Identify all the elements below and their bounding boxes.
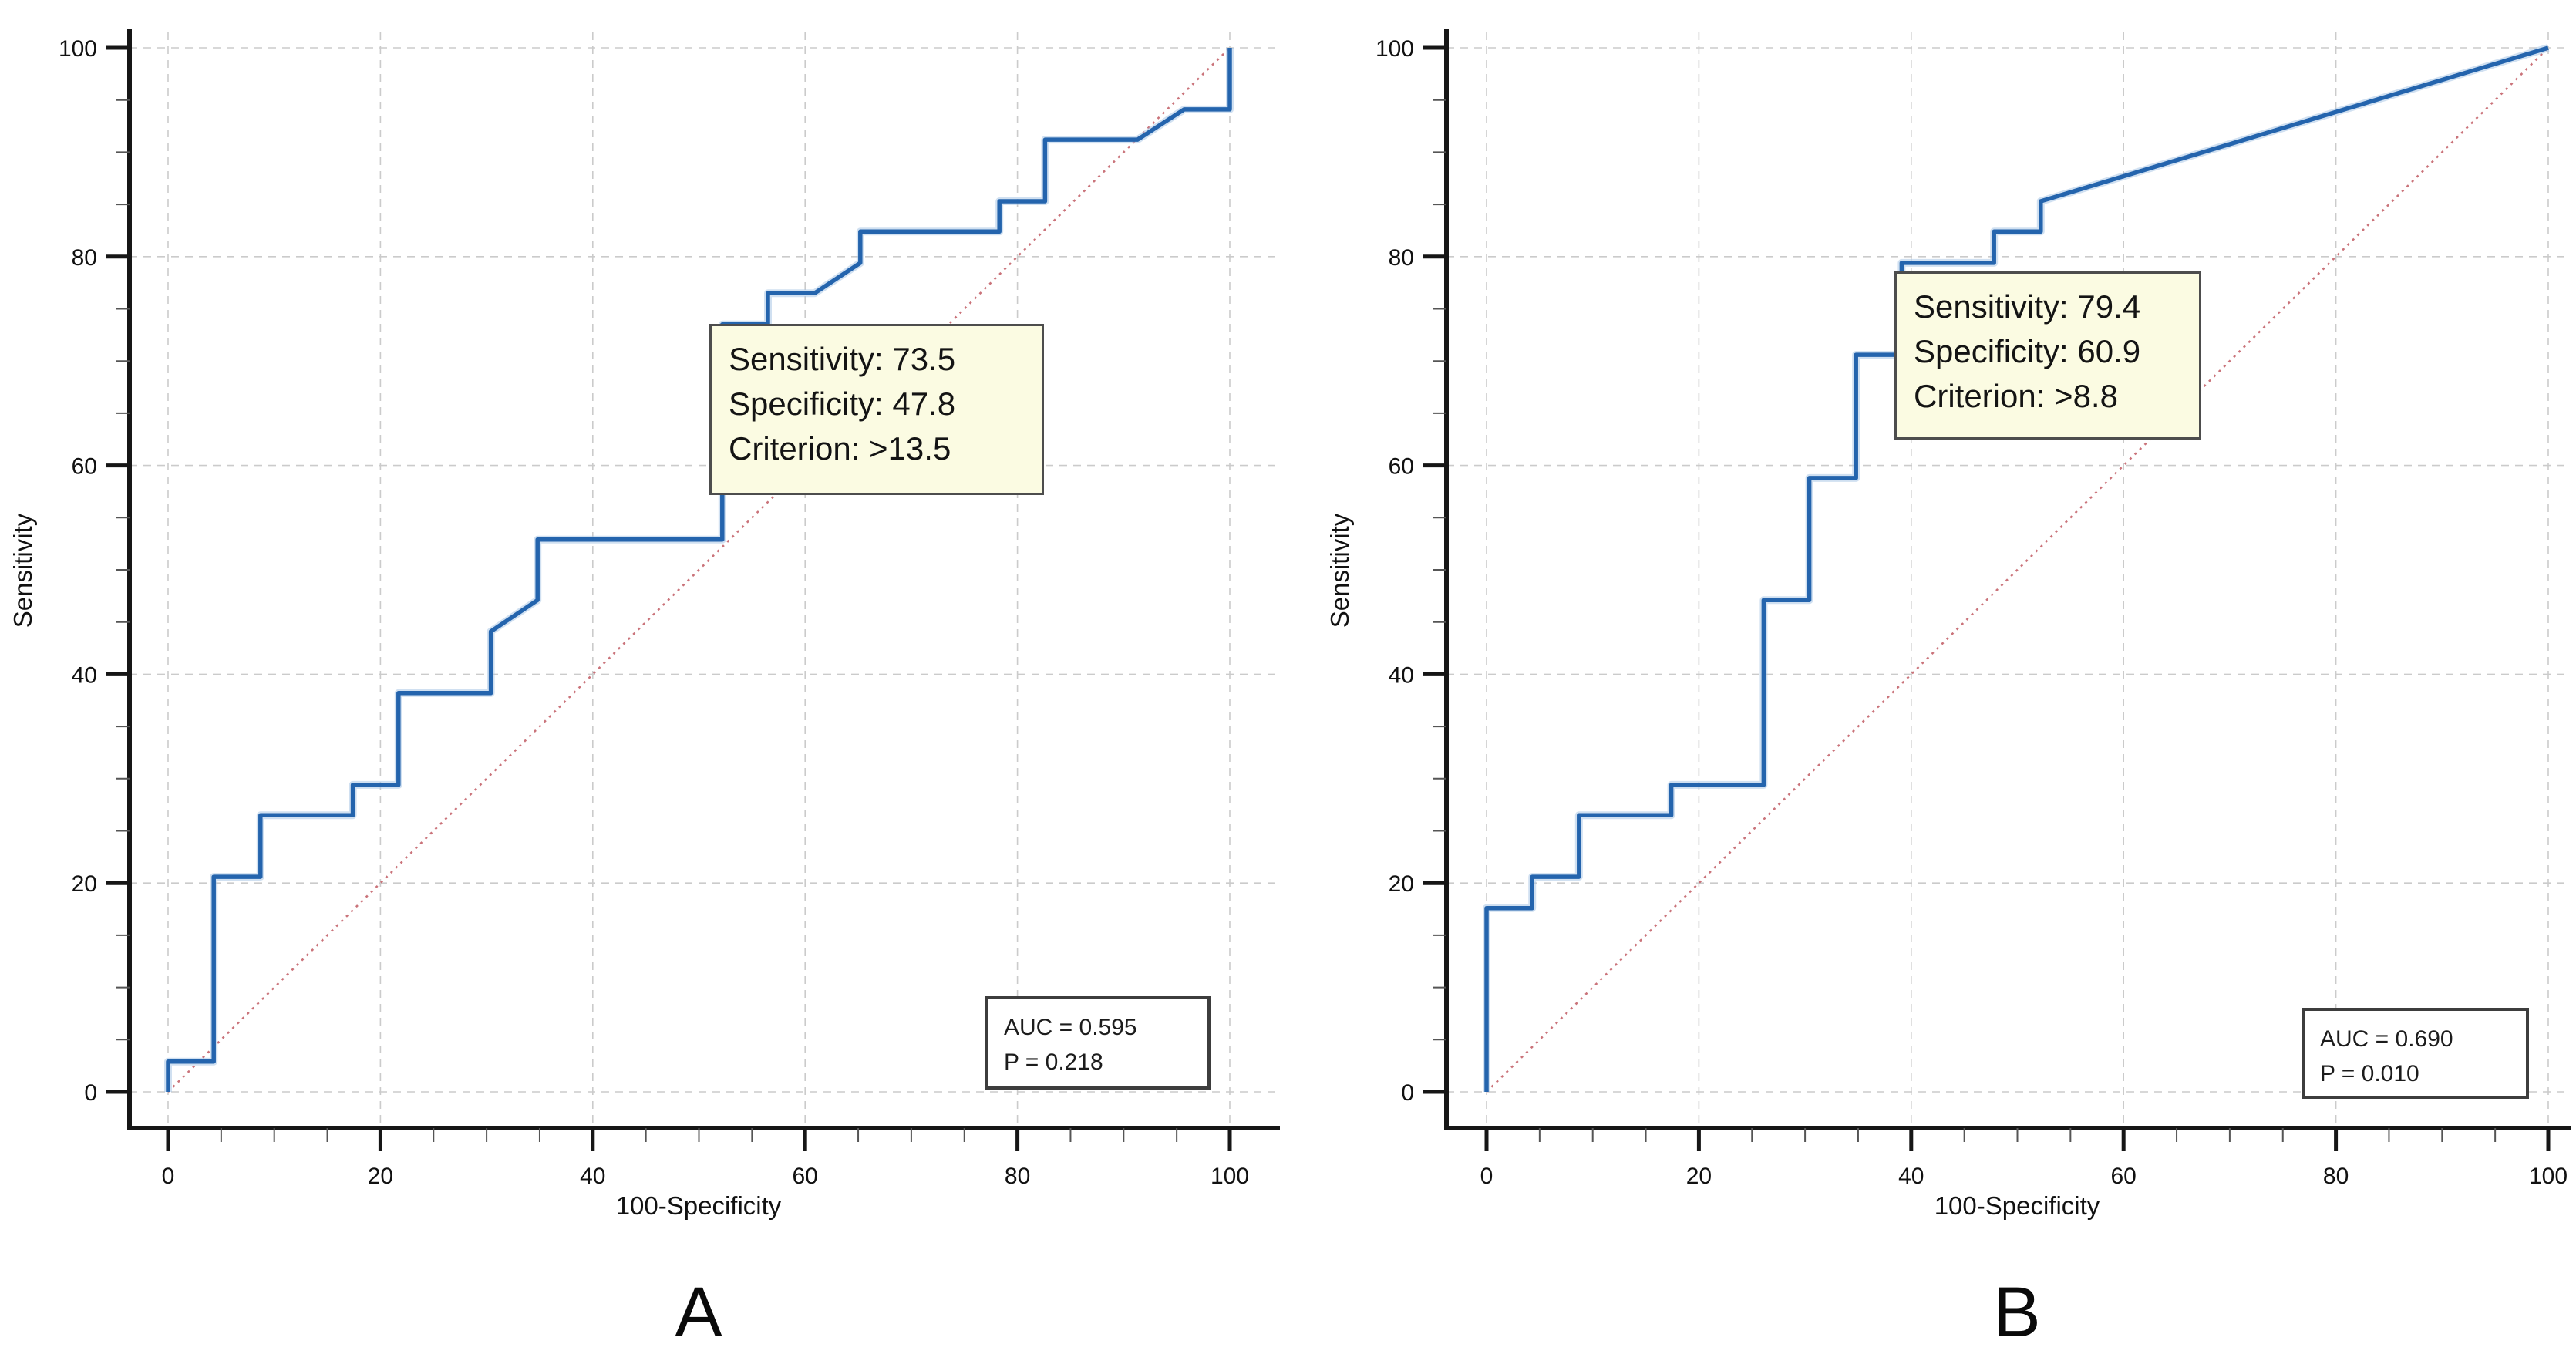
y-tick-label: 20 [1389,871,1414,897]
x-tick-label: 0 [1480,1164,1493,1189]
x-tick-label: 20 [368,1164,393,1189]
panel-label-b: B [1993,1273,2041,1352]
gridlines [1446,32,2571,1128]
roc-plot-b: 0 20 40 60 80 100 0 20 40 60 80 100 [1376,29,2571,1189]
y-tick-label: 100 [59,36,97,62]
x-tick-label: 40 [1898,1164,1924,1189]
x-tick-label: 60 [2111,1164,2137,1189]
auc-box-a: AUC = 0.595 P = 0.218 [985,996,1211,1090]
x-tick-label: 100 [2529,1164,2568,1189]
pvalue-line: P = 0.218 [1004,1049,1103,1075]
x-axis-title-b: 100-Specificity [1934,1191,2100,1220]
annotation-line: Sensitivity: 73.5 [729,341,956,377]
panel-label-a: A [675,1273,722,1352]
y-tick-label: 100 [1376,36,1414,62]
annotation-line: Specificity: 47.8 [729,385,956,422]
y-tick-label: 40 [72,662,97,688]
tick-labels: 0 20 40 60 80 100 0 20 40 60 80 100 [59,36,1249,1189]
y-tick-label: 60 [72,454,97,480]
roc-curve [1484,45,2549,1092]
annotation-line: Criterion: >13.5 [729,429,951,467]
criterion-box-a: Sensitivity: 73.5 Specificity: 47.8 Crit… [709,324,1044,495]
auc-line: AUC = 0.595 [1004,1015,1137,1040]
axes [1423,29,2571,1151]
x-tick-label: 20 [1686,1164,1712,1189]
roc-plot-a: 0 20 40 60 80 100 0 20 40 60 80 100 [59,29,1280,1189]
y-axis-title-a: Sensitivity [8,513,37,628]
tick-labels: 0 20 40 60 80 100 0 20 40 60 80 100 [1376,36,2568,1189]
auc-box-b: AUC = 0.690 P = 0.010 [2302,1008,2529,1099]
auc-line: AUC = 0.690 [2320,1026,2453,1052]
y-tick-label: 20 [72,871,97,897]
criterion-box-b: Sensitivity: 79.4 Specificity: 60.9 Crit… [1894,271,2201,440]
annotation-line: Specificity: 60.9 [1914,332,2141,369]
pvalue-line: P = 0.010 [2320,1061,2419,1086]
y-tick-label: 40 [1389,662,1414,688]
y-tick-label: 80 [1389,245,1414,271]
annotation-line: Sensitivity: 79.4 [1914,288,2141,325]
x-tick-label: 100 [1211,1164,1249,1189]
y-tick-label: 80 [72,245,97,271]
y-tick-label: 0 [84,1080,97,1106]
reference-diagonal [1486,47,2549,1093]
x-tick-label: 80 [1005,1164,1030,1189]
x-tick-label: 60 [793,1164,818,1189]
gridlines [130,32,1280,1128]
x-tick-label: 40 [580,1164,605,1189]
x-tick-label: 80 [2323,1164,2349,1189]
annotation-line: Criterion: >8.8 [1914,377,2118,414]
x-tick-label: 0 [162,1164,175,1189]
x-axis-title-a: 100-Specificity [615,1191,782,1220]
roc-curve [166,48,1232,1092]
reference-diagonal [167,47,1231,1093]
y-tick-label: 0 [1401,1080,1414,1106]
axes [106,29,1280,1151]
y-axis-title-b: Sensitivity [1325,513,1354,628]
y-tick-label: 60 [1389,454,1414,480]
